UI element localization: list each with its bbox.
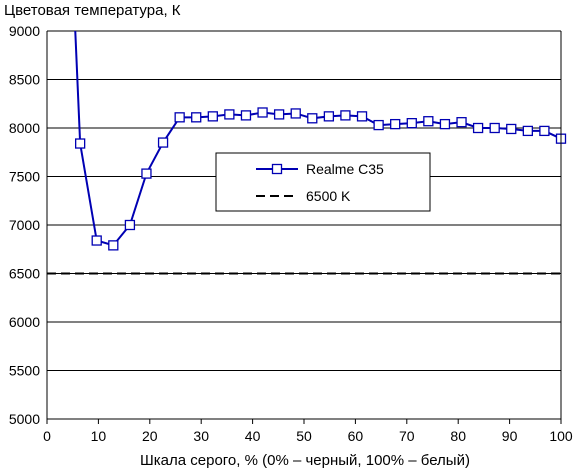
data-point-1	[75, 138, 86, 149]
legend: Realme C35 6500 K	[215, 152, 431, 212]
x-tick-label-1: 10	[91, 428, 107, 444]
data-point-22	[423, 116, 434, 127]
data-point-23	[439, 118, 451, 130]
data-point-15	[307, 113, 318, 124]
x-tick-label-7: 70	[399, 428, 415, 444]
series-line-realme-c35	[74, 30, 562, 247]
y-tick-label-5: 7500	[9, 169, 40, 185]
data-point-7	[174, 112, 185, 123]
data-series	[74, 30, 567, 251]
data-point-18	[356, 111, 368, 122]
data-point-9	[207, 111, 218, 122]
y-tick-label-6: 8000	[9, 120, 40, 136]
data-point-25	[472, 122, 484, 134]
data-point-26	[489, 122, 500, 134]
grid-lines	[47, 30, 561, 420]
y-tick-label-1: 5500	[9, 363, 40, 379]
data-point-14	[290, 108, 301, 119]
data-point-4	[124, 219, 136, 231]
data-point-13	[273, 109, 285, 120]
legend-marker-realme-c35	[271, 163, 283, 175]
y-tick-label-0: 5000	[9, 411, 40, 427]
data-point-10	[224, 109, 235, 120]
x-axis-label: Шкала серого, % (0% – черный, 100% – бел…	[140, 452, 470, 469]
x-tick-label-2: 20	[142, 428, 158, 444]
data-point-20	[390, 118, 401, 130]
x-tick-label-4: 40	[245, 428, 261, 444]
data-point-19	[373, 119, 384, 131]
x-tick-label-0: 0	[43, 428, 51, 444]
y-tick-label-8: 9000	[9, 23, 40, 39]
legend-label-6500k: 6500 K	[306, 188, 351, 204]
x-tick-label-8: 80	[450, 428, 466, 444]
data-point-5	[141, 168, 152, 179]
data-point-24	[456, 117, 467, 128]
y-axis-label: Цветовая температура, К	[4, 2, 181, 19]
tick-labels: 5000 5500 6000 6500 7000 7500 8000 8500 9000 0 10 2…	[9, 23, 573, 444]
data-point-8	[191, 112, 202, 123]
x-tick-label-9: 90	[502, 428, 518, 444]
x-tick-label-10: 100	[549, 428, 573, 444]
legend-label-realme-c35: Realme C35	[306, 161, 384, 177]
x-tick-label-5: 50	[296, 428, 312, 444]
y-tick-label-7: 8500	[9, 72, 40, 88]
data-point-6	[157, 137, 169, 148]
data-point-2	[91, 235, 102, 246]
y-tick-label-3: 6500	[9, 266, 40, 282]
x-tick-label-3: 30	[193, 428, 209, 444]
legend-box	[215, 152, 431, 212]
y-tick-label-4: 7000	[9, 217, 40, 233]
y-tick-label-2: 6000	[9, 314, 40, 330]
data-point-17	[340, 110, 351, 121]
x-tick-label-6: 60	[348, 428, 364, 444]
data-point-3	[108, 240, 119, 251]
data-point-28	[522, 125, 533, 137]
data-point-16	[323, 111, 335, 122]
axes	[46, 31, 562, 424]
data-point-29	[539, 125, 550, 137]
data-point-11	[240, 110, 252, 121]
data-point-21	[406, 118, 417, 129]
data-point-12	[257, 107, 268, 118]
data-point-27	[506, 123, 517, 135]
